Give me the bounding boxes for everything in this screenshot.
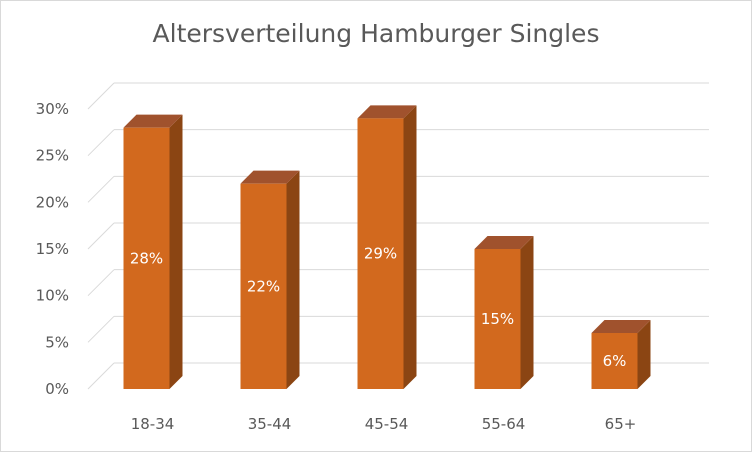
data-label: 6% <box>603 352 627 370</box>
bar <box>474 249 521 389</box>
bar <box>591 333 638 389</box>
bar <box>240 183 287 389</box>
gridline-diagonal <box>87 269 115 297</box>
y-tick-label: 10% <box>36 287 69 305</box>
y-tick-label: 15% <box>36 240 69 258</box>
bar-side <box>169 114 183 390</box>
bar-top <box>123 114 183 128</box>
data-label: 28% <box>130 249 163 267</box>
x-tick-label: 18-34 <box>131 415 175 433</box>
gridline-diagonal <box>87 129 115 157</box>
gridline-diagonal <box>87 315 115 343</box>
data-label: 15% <box>481 310 514 328</box>
x-tick-label: 35-44 <box>248 415 292 433</box>
chart-title: Altersverteilung Hamburger Singles <box>152 19 600 48</box>
y-tick-label: 20% <box>36 193 69 211</box>
data-label: 22% <box>247 277 280 295</box>
bar-top <box>357 105 417 119</box>
gridline-diagonal <box>87 222 115 250</box>
bar-top <box>591 320 651 333</box>
bar-side <box>286 170 300 389</box>
bar-top <box>474 236 534 249</box>
gridline-diagonal <box>87 82 115 110</box>
x-tick-label: 65+ <box>605 415 637 433</box>
gridline-diagonal <box>87 362 115 390</box>
bar-side <box>637 320 651 389</box>
data-label: 29% <box>364 245 397 263</box>
bar-top <box>240 170 300 184</box>
bar-side <box>403 105 417 389</box>
x-tick-label: 55-64 <box>482 415 526 433</box>
y-tick-label: 30% <box>36 100 69 118</box>
x-tick-label: 45-54 <box>365 415 409 433</box>
y-tick-label: 0% <box>45 380 69 398</box>
bar-side <box>520 236 534 389</box>
y-tick-label: 5% <box>45 333 69 351</box>
bar <box>123 127 170 390</box>
y-tick-label: 25% <box>36 147 69 165</box>
gridline-diagonal <box>87 175 115 203</box>
bar <box>357 118 404 389</box>
